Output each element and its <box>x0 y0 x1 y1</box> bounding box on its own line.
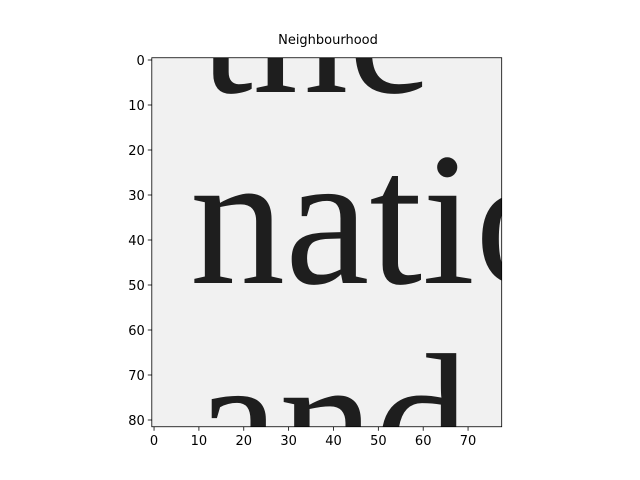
x-tick-label: 60 <box>415 434 432 449</box>
x-tick-label: 10 <box>191 434 208 449</box>
y-tick-label: 20 <box>128 144 145 159</box>
y-tick-label: 0 <box>137 54 145 69</box>
y-tick-label: 60 <box>128 324 145 339</box>
image-word: the <box>200 0 432 134</box>
x-tick-label: 40 <box>325 434 342 449</box>
image-word: and <box>195 317 469 480</box>
x-tick-label: 70 <box>460 434 477 449</box>
y-tick-label: 80 <box>128 414 145 429</box>
x-tick-label: 50 <box>370 434 387 449</box>
axes-frame <box>151 57 503 428</box>
y-tick-label: 30 <box>128 189 145 204</box>
y-tick-label: 10 <box>128 99 145 114</box>
y-tick-label: 50 <box>128 279 145 294</box>
x-tick-label: 30 <box>280 434 297 449</box>
x-tick-label: 0 <box>150 434 158 449</box>
image-background <box>151 57 502 427</box>
x-tick-label: 20 <box>235 434 252 449</box>
y-tick-label: 40 <box>128 234 145 249</box>
image-word: nation <box>190 115 640 325</box>
chart-title: Neighbourhood <box>278 33 378 48</box>
y-tick-label: 70 <box>128 369 145 384</box>
